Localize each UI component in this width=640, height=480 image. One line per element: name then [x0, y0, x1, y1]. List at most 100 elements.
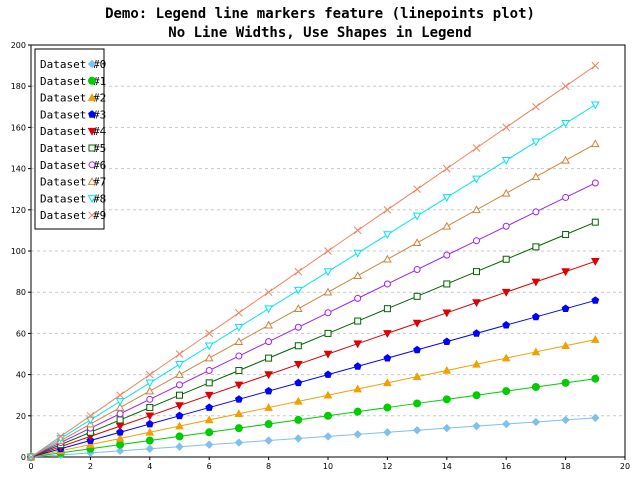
data-point: [472, 299, 481, 308]
data-point: [413, 185, 421, 194]
data-point: [413, 292, 421, 300]
series-4: [26, 258, 600, 462]
legend-label: Dataset #0: [40, 58, 106, 71]
series-1: [27, 374, 600, 461]
data-point: [413, 345, 422, 354]
series-2: [26, 335, 600, 461]
data-point: [205, 379, 213, 387]
data-point: [561, 415, 570, 425]
data-point: [561, 268, 570, 277]
data-point: [86, 440, 95, 448]
y-tick-label: 120: [11, 206, 26, 215]
y-tick-label: 80: [16, 288, 26, 297]
data-point: [145, 386, 155, 395]
data-point: [293, 304, 303, 312]
data-point: [234, 337, 244, 345]
data-point: [294, 267, 303, 276]
series-line: [30, 417, 596, 458]
data-point: [383, 330, 392, 338]
data-point: [204, 342, 214, 351]
data-point: [591, 374, 600, 383]
series-line: [30, 182, 596, 458]
data-point: [472, 175, 481, 184]
data-point: [264, 288, 273, 297]
data-point: [86, 411, 95, 420]
data-point: [204, 440, 214, 449]
data-point: [442, 221, 452, 230]
series-line: [30, 65, 596, 458]
data-point: [175, 442, 184, 451]
series-3: [27, 296, 600, 461]
legend-label: Dataset #6: [40, 159, 106, 172]
data-point: [86, 416, 95, 425]
data-point: [115, 398, 125, 406]
data-point: [561, 155, 570, 164]
data-point: [383, 354, 392, 362]
data-point: [531, 278, 541, 287]
series-8: [26, 101, 600, 462]
axes: 0 2 4 6 8 10 12 14 16 18 2002040608010012014016018…: [11, 41, 630, 471]
x-tick-label: 0: [28, 462, 33, 471]
x-tick-label: 10: [323, 462, 333, 471]
data-point: [591, 296, 600, 304]
legend-marker: [88, 144, 96, 152]
data-point: [324, 370, 332, 378]
x-tick-label: 8: [266, 462, 271, 471]
data-point: [234, 438, 244, 447]
data-point: [293, 396, 303, 405]
legend-marker: [88, 211, 96, 220]
data-point: [205, 428, 214, 437]
data-point: [472, 329, 481, 337]
data-point: [145, 419, 154, 428]
data-point: [354, 294, 362, 302]
data-point: [590, 139, 600, 148]
data-point: [205, 366, 213, 374]
data-point: [234, 424, 243, 433]
data-point: [175, 432, 184, 441]
data-point: [145, 436, 154, 445]
data-point: [501, 353, 511, 362]
data-point: [323, 287, 333, 296]
data-point: [175, 350, 184, 358]
data-point: [412, 372, 422, 380]
data-point: [562, 193, 570, 201]
data-point: [204, 353, 214, 362]
data-point: [443, 280, 451, 288]
data-point: [234, 409, 244, 418]
data-point: [294, 415, 303, 424]
data-point: [412, 319, 422, 328]
x-tick-label: 18: [561, 462, 571, 471]
data-point: [561, 341, 570, 350]
legend-marker: [87, 177, 97, 185]
data-point: [323, 432, 333, 441]
data-point: [116, 410, 124, 418]
data-point: [502, 321, 511, 329]
data-point: [442, 395, 451, 404]
legend-label: Dataset #7: [40, 176, 106, 189]
data-point: [234, 395, 243, 403]
data-point: [502, 255, 510, 263]
data-point: [443, 251, 451, 259]
data-point: [27, 453, 35, 461]
data-point: [175, 421, 184, 430]
data-point: [145, 379, 155, 388]
data-point: [353, 407, 362, 416]
data-point: [472, 359, 481, 368]
data-point: [353, 384, 363, 393]
data-point: [294, 323, 302, 331]
data-point: [501, 419, 511, 429]
data-point: [353, 340, 363, 349]
series-line: [30, 378, 596, 458]
data-point: [293, 286, 303, 295]
data-point: [531, 347, 541, 356]
legend-label: Dataset #4: [40, 125, 107, 138]
data-point: [532, 243, 540, 251]
chart-title-line-1: Demo: Legend line markers feature (linep…: [105, 6, 535, 22]
data-point: [561, 82, 570, 91]
data-point: [442, 164, 451, 173]
y-tick-label: 100: [11, 247, 26, 256]
chart-title-line-2: No Line Widths, Use Shapes in Legend: [168, 25, 471, 41]
data-point: [264, 436, 273, 445]
data-point: [590, 335, 600, 343]
